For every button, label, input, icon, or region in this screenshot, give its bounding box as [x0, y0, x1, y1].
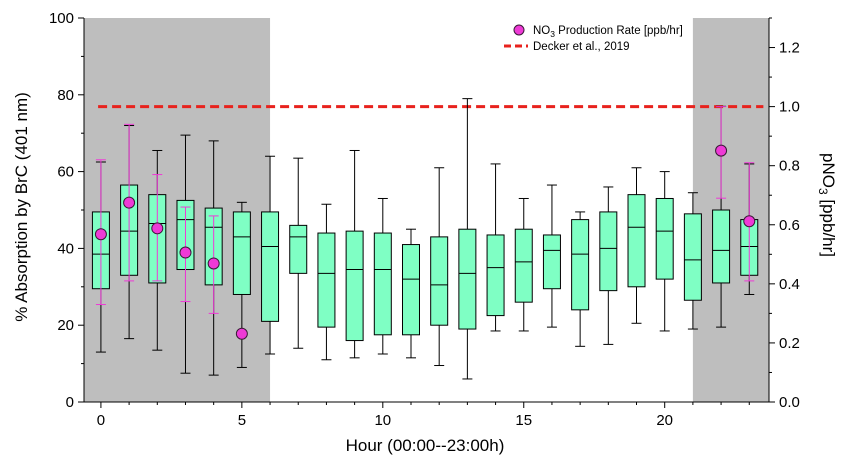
no3-marker: [235, 327, 248, 340]
box-iqr: [261, 211, 280, 322]
y-axis-right-title: pNO3 [ppb/hr]: [816, 153, 838, 257]
box-iqr: [486, 234, 505, 317]
box-hour-12: [430, 167, 449, 367]
y-left-tick-label: 20: [57, 317, 74, 334]
y-right-tick-label: 1.0: [779, 99, 800, 116]
x-tick-label: 10: [374, 412, 391, 429]
y-axis-left-title: % Absorption by BrC (401 nm): [12, 92, 31, 322]
box-hour-10: [373, 197, 392, 355]
x-axis-title: Hour (00:00--23:00h): [346, 436, 505, 455]
y-left-tick-label: 100: [49, 10, 74, 27]
y-right-tick-label: 0.4: [779, 276, 800, 293]
box-iqr: [345, 230, 364, 342]
legend-marker-no3: [513, 24, 525, 36]
no3-point-hour-3: [179, 206, 192, 303]
no3-point-hour-2: [151, 174, 164, 282]
box-iqr: [289, 224, 308, 274]
box-hour-6: [261, 155, 280, 355]
box-iqr: [627, 194, 646, 288]
legend-label-no3: NO3 Production Rate [ppb/hr]: [533, 25, 683, 39]
no3-point-hour-23: [743, 162, 756, 282]
box-iqr: [373, 232, 392, 336]
no3-marker: [715, 144, 728, 157]
x-tick-label: 0: [97, 412, 105, 429]
box-iqr: [232, 211, 251, 295]
box-hour-7: [289, 157, 308, 349]
box-hour-16: [542, 184, 561, 328]
box-hour-11: [401, 228, 420, 359]
y-left-tick-label: 0: [66, 394, 74, 411]
x-tick-label: 15: [515, 412, 532, 429]
y-left-tick-label: 60: [57, 164, 74, 181]
y-right-tick-label: 1.2: [779, 40, 800, 57]
box-hour-17: [571, 211, 590, 347]
no3-point-hour-4: [207, 215, 220, 314]
box-iqr: [655, 197, 674, 280]
no3-marker: [743, 215, 756, 228]
box-hour-21: [683, 192, 702, 330]
legend-label-decker: Decker et al., 2019: [533, 41, 630, 53]
night-shade-1: [692, 18, 769, 402]
no3-point-hour-5: [235, 327, 248, 340]
box-iqr: [317, 232, 336, 328]
box-hour-20: [655, 171, 674, 332]
box-iqr: [542, 234, 561, 290]
y-right-tick-label: 0.8: [779, 158, 800, 175]
box-hour-9: [345, 149, 364, 359]
box-hour-14: [486, 163, 505, 332]
no3-point-hour-1: [123, 123, 136, 282]
legend: NO3 Production Rate [ppb/hr] Decker et a…: [504, 24, 683, 53]
box-iqr: [599, 211, 618, 292]
box-iqr: [401, 244, 420, 336]
night-shading: [84, 18, 769, 402]
y-right-tick-label: 0.0: [779, 394, 800, 411]
y-right-tick-label: 0.6: [779, 217, 800, 234]
x-tick-label: 20: [656, 412, 673, 429]
box-iqr: [683, 213, 702, 301]
box-hour-15: [514, 197, 533, 332]
no3-marker: [207, 257, 220, 270]
box-iqr: [712, 209, 731, 284]
no3-marker: [94, 228, 107, 241]
box-iqr: [571, 219, 590, 311]
box-iqr: [514, 228, 533, 303]
box-iqr: [458, 228, 477, 330]
y-left-tick-label: 40: [57, 240, 74, 257]
box-hour-19: [627, 167, 646, 324]
no3-marker: [179, 246, 192, 259]
no3-point-hour-0: [94, 159, 107, 306]
box-hour-18: [599, 186, 618, 345]
box-hour-8: [317, 203, 336, 361]
x-tick-label: 5: [238, 412, 246, 429]
axes: 0 20 40 60 80 100 0.0 0.2 0.4 0.6 0.8 1.0 1.2 0 5 10 15 2…: [49, 10, 800, 429]
y-left-tick-label: 80: [57, 87, 74, 104]
box-hour-13: [458, 98, 477, 380]
no3-marker: [151, 222, 164, 235]
no3-marker: [123, 196, 136, 209]
no3-point-hour-22: [715, 106, 728, 199]
box-iqr: [430, 236, 449, 326]
y-right-tick-label: 0.2: [779, 335, 800, 352]
no3-production-series: [94, 106, 756, 340]
